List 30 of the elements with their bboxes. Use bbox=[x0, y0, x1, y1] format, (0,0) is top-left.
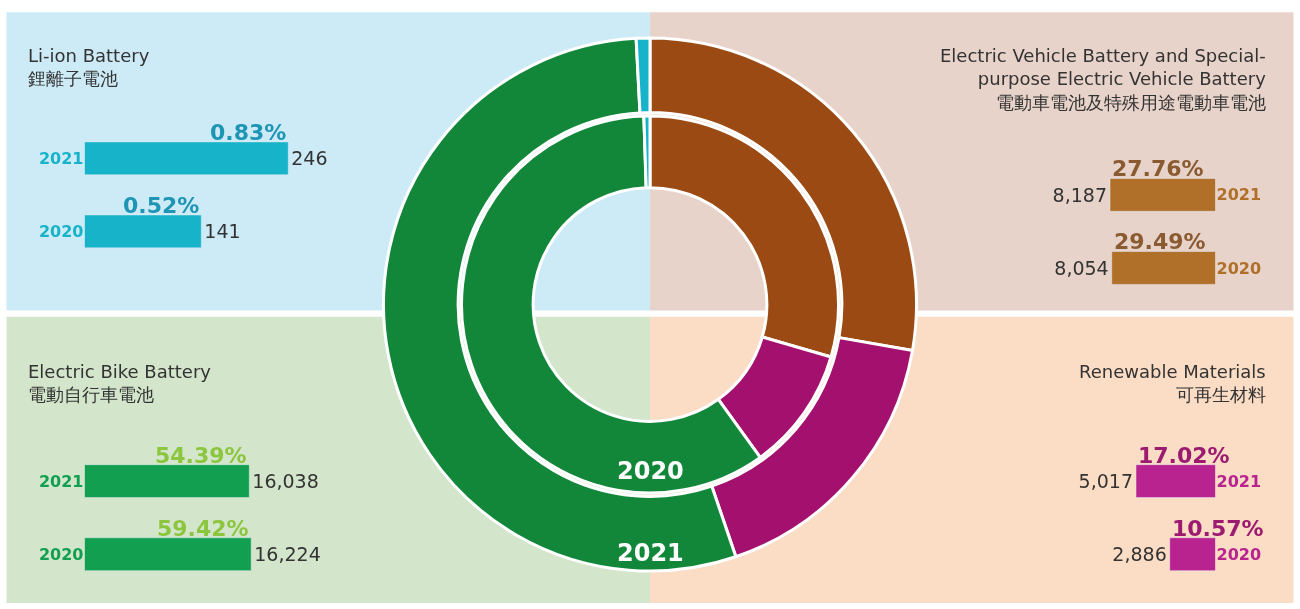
y-tick-label: 2021 bbox=[38, 471, 84, 491]
chart-title: Li-ion Battery 鋰離子電池 bbox=[28, 45, 150, 90]
data-label: 141 bbox=[204, 220, 241, 243]
annotation: 0.52% bbox=[123, 193, 200, 218]
data-label: 16,038 bbox=[252, 470, 319, 493]
y-tick-label: 2020 bbox=[1216, 544, 1262, 564]
y-tick-label: 2020 bbox=[1216, 258, 1262, 278]
y-tick-label: 2020 bbox=[38, 222, 84, 242]
data-label: 246 bbox=[291, 147, 328, 170]
annotation: 54.39% bbox=[155, 443, 247, 468]
y-tick-label: 2021 bbox=[38, 148, 84, 168]
y-tick-label: 2021 bbox=[1216, 471, 1262, 491]
data-label: 16,224 bbox=[254, 543, 321, 566]
y-tick-label: 2021 bbox=[1216, 185, 1262, 205]
chart-title: Renewable Materials 可再生材料 bbox=[1079, 361, 1266, 406]
annotation: 10.57% bbox=[1172, 516, 1264, 541]
slice-label: 2021 bbox=[617, 539, 684, 567]
data-label: 2,886 bbox=[1112, 543, 1167, 566]
chart-title: Electric Vehicle Battery and Special- purpose Electric Vehicle Battery 電動車電池及特殊用途電動車電池 bbox=[940, 45, 1267, 113]
annotation: 59.42% bbox=[157, 516, 249, 541]
annotation: 17.02% bbox=[1138, 443, 1230, 468]
data-label: 8,187 bbox=[1052, 183, 1107, 206]
data-label: 8,054 bbox=[1054, 256, 1109, 279]
annotation: 29.49% bbox=[1114, 229, 1206, 254]
y-tick-label: 2020 bbox=[38, 544, 84, 564]
data-label: 5,017 bbox=[1078, 470, 1133, 493]
slice-label: 2020 bbox=[617, 457, 684, 485]
annotation: 0.83% bbox=[210, 120, 287, 145]
annotation: 27.76% bbox=[1112, 156, 1204, 181]
chart-title: Electric Bike Battery 電動自行車電池 bbox=[28, 361, 212, 406]
